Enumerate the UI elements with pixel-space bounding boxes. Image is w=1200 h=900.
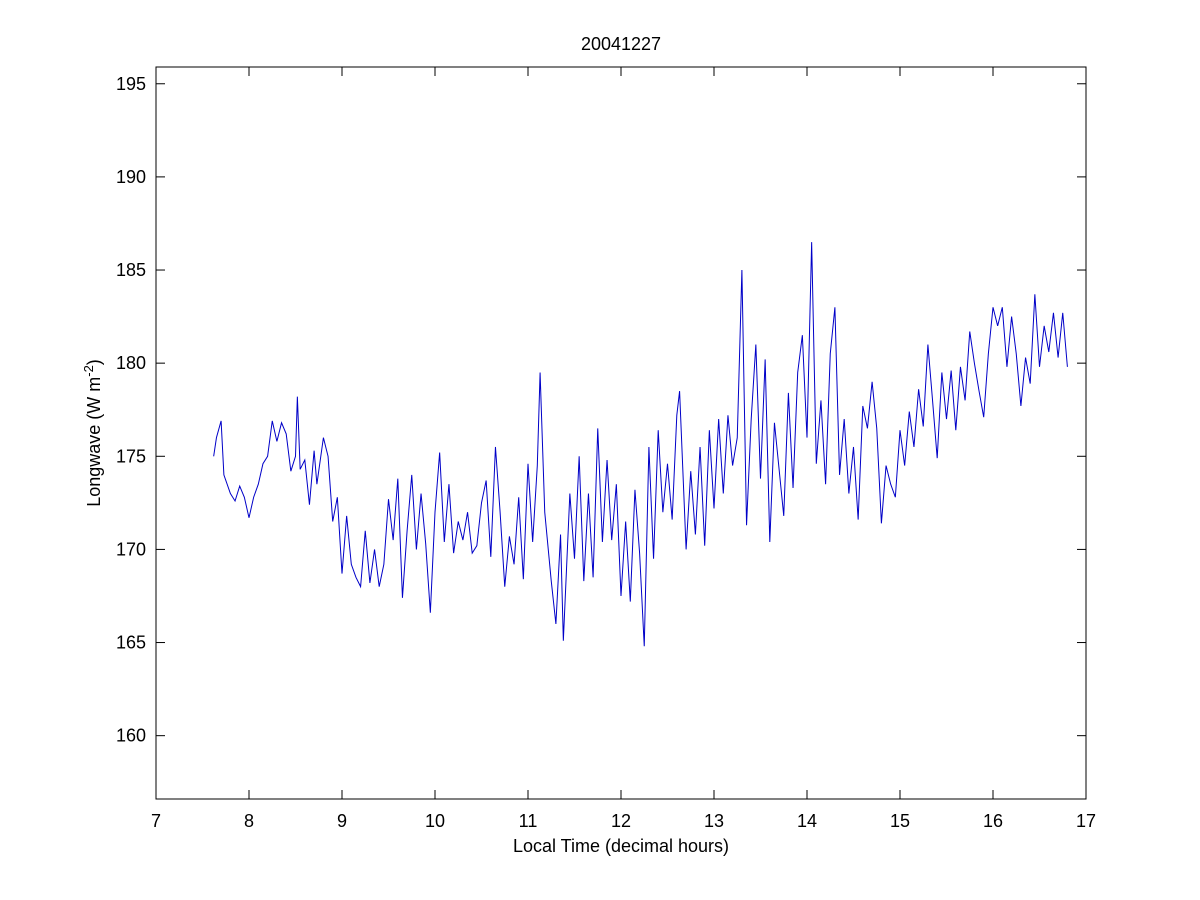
y-axis-label: Longwave (W m-2) xyxy=(81,359,104,507)
x-tick-label: 13 xyxy=(704,811,724,831)
y-axis-label-sup: -2 xyxy=(81,365,96,377)
x-tick-label: 16 xyxy=(983,811,1003,831)
x-tick-label: 11 xyxy=(519,811,538,831)
data-line xyxy=(213,242,1068,647)
x-tick-label: 15 xyxy=(890,811,910,831)
x-tick-label: 8 xyxy=(244,811,254,831)
y-axis-label-main: Longwave (W m xyxy=(84,377,104,507)
y-tick-label: 165 xyxy=(116,633,146,653)
x-tick-label: 10 xyxy=(425,811,445,831)
chart-title: 20041227 xyxy=(581,34,661,54)
x-axis-label: Local Time (decimal hours) xyxy=(513,836,729,856)
y-tick-label: 170 xyxy=(116,539,146,559)
y-tick-label: 190 xyxy=(116,167,146,187)
x-tick-label: 9 xyxy=(337,811,347,831)
x-tick-label: 17 xyxy=(1076,811,1096,831)
y-tick-label: 185 xyxy=(116,260,146,280)
y-tick-label: 180 xyxy=(116,353,146,373)
y-tick-label: 195 xyxy=(116,74,146,94)
y-axis-label-end: ) xyxy=(84,359,104,365)
y-tick-label: 160 xyxy=(116,726,146,746)
y-tick-label: 175 xyxy=(116,446,146,466)
x-tick-label: 12 xyxy=(611,811,631,831)
x-tick-label: 7 xyxy=(151,811,161,831)
x-tick-label: 14 xyxy=(797,811,817,831)
